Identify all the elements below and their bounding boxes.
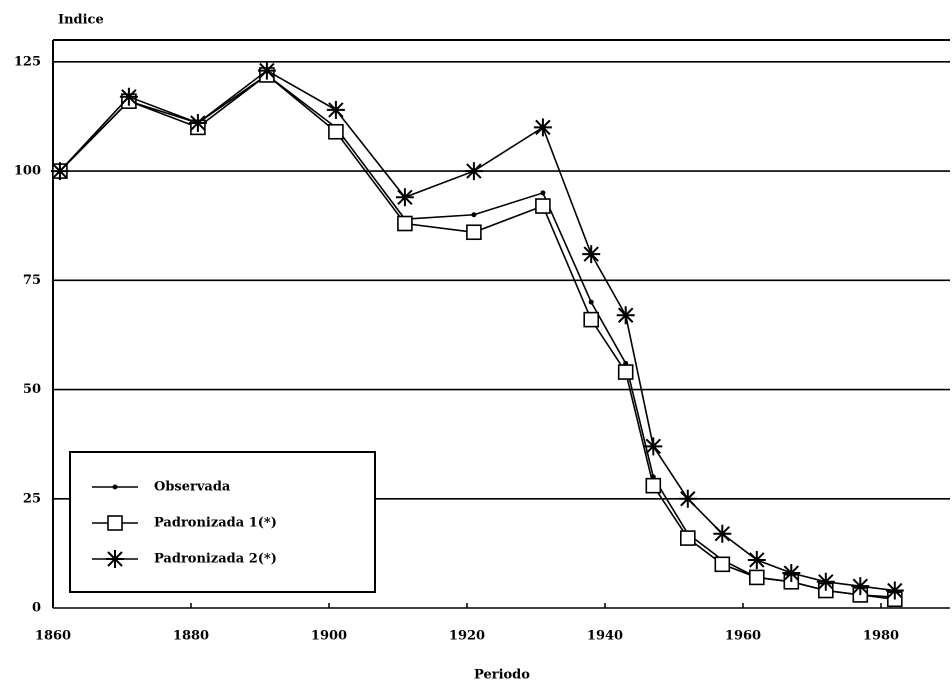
- x-tick-label: 1860: [35, 629, 71, 644]
- marker-asterisk: [533, 118, 552, 137]
- marker-asterisk: [50, 162, 69, 181]
- y-tick-label: 75: [23, 273, 41, 288]
- marker-asterisk: [885, 581, 904, 600]
- marker-dot: [540, 190, 546, 196]
- marker-square: [535, 198, 551, 214]
- legend-marker: [112, 484, 118, 490]
- marker-dot: [471, 212, 477, 218]
- marker-square: [748, 569, 765, 586]
- series-line: [59, 69, 895, 592]
- y-tick-label: 0: [32, 601, 41, 616]
- legend-box: [69, 451, 376, 593]
- marker-asterisk: [782, 564, 801, 583]
- marker-asterisk: [816, 572, 835, 591]
- marker-asterisk: [713, 524, 732, 543]
- legend-label: Padronizada 2(*): [154, 552, 277, 567]
- marker-square: [645, 477, 662, 494]
- y-axis-label: Indice: [58, 13, 104, 28]
- y-tick-label: 100: [14, 164, 41, 179]
- x-tick-label: 1900: [311, 629, 347, 644]
- y-tick-label: 125: [14, 54, 41, 69]
- marker-asterisk: [678, 489, 697, 508]
- marker-asterisk: [119, 87, 138, 106]
- x-tick-label: 1980: [863, 629, 899, 644]
- x-tick-label: 1960: [725, 629, 761, 644]
- x-tick-label: 1920: [449, 629, 485, 644]
- marker-asterisk: [747, 550, 766, 569]
- legend-marker: [107, 515, 123, 531]
- marker-asterisk: [395, 188, 414, 207]
- marker-square: [583, 311, 600, 328]
- marker-square: [679, 530, 696, 546]
- marker-square: [466, 224, 482, 241]
- marker-square: [714, 556, 731, 573]
- marker-asterisk: [326, 100, 345, 119]
- marker-square: [617, 364, 634, 380]
- marker-asterisk: [616, 306, 635, 325]
- x-tick-label: 1940: [587, 629, 623, 644]
- y-tick-label: 25: [23, 491, 41, 506]
- marker-asterisk: [582, 245, 601, 264]
- marker-asterisk: [644, 437, 663, 456]
- legend-label: Padronizada 1(*): [154, 516, 277, 531]
- marker-square: [328, 123, 344, 140]
- marker-asterisk: [851, 577, 870, 596]
- marker-asterisk: [464, 162, 483, 181]
- y-tick-label: 50: [23, 382, 41, 397]
- x-axis-label: Periodo: [474, 668, 530, 683]
- legend-marker: [106, 550, 124, 568]
- marker-square: [397, 215, 413, 232]
- marker-asterisk: [188, 114, 207, 133]
- marker-asterisk: [257, 61, 276, 80]
- legend-label: Observada: [154, 480, 231, 495]
- marker-dot: [588, 299, 594, 305]
- x-tick-label: 1880: [173, 629, 209, 644]
